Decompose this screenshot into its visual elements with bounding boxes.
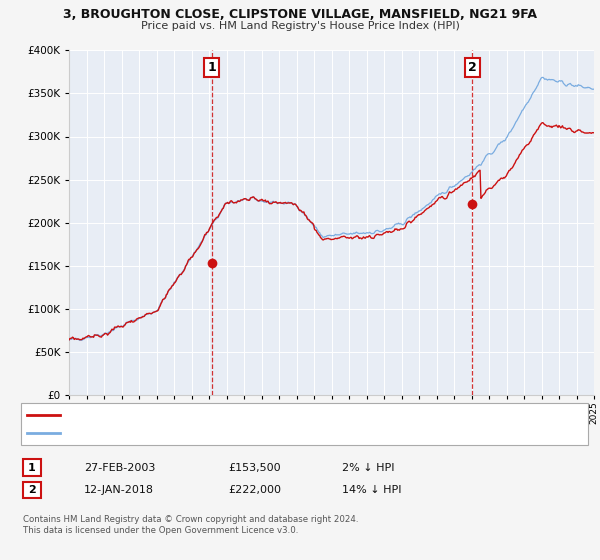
- Text: 14% ↓ HPI: 14% ↓ HPI: [342, 485, 401, 495]
- Text: 27-FEB-2003: 27-FEB-2003: [84, 463, 155, 473]
- Text: 2: 2: [468, 61, 476, 74]
- Text: Price paid vs. HM Land Registry's House Price Index (HPI): Price paid vs. HM Land Registry's House …: [140, 21, 460, 31]
- Text: 1: 1: [207, 61, 216, 74]
- Text: 2% ↓ HPI: 2% ↓ HPI: [342, 463, 395, 473]
- Text: £153,500: £153,500: [228, 463, 281, 473]
- Text: £222,000: £222,000: [228, 485, 281, 495]
- Text: 3, BROUGHTON CLOSE, CLIPSTONE VILLAGE, MANSFIELD, NG21 9FA (detached house): 3, BROUGHTON CLOSE, CLIPSTONE VILLAGE, M…: [66, 410, 473, 419]
- Text: Contains HM Land Registry data © Crown copyright and database right 2024.: Contains HM Land Registry data © Crown c…: [23, 515, 358, 524]
- Text: 2: 2: [28, 485, 35, 495]
- Text: 3, BROUGHTON CLOSE, CLIPSTONE VILLAGE, MANSFIELD, NG21 9FA: 3, BROUGHTON CLOSE, CLIPSTONE VILLAGE, M…: [63, 8, 537, 21]
- Text: This data is licensed under the Open Government Licence v3.0.: This data is licensed under the Open Gov…: [23, 526, 298, 535]
- Text: 12-JAN-2018: 12-JAN-2018: [84, 485, 154, 495]
- Text: HPI: Average price, detached house, Newark and Sherwood: HPI: Average price, detached house, Newa…: [66, 429, 349, 438]
- Text: 1: 1: [28, 463, 35, 473]
